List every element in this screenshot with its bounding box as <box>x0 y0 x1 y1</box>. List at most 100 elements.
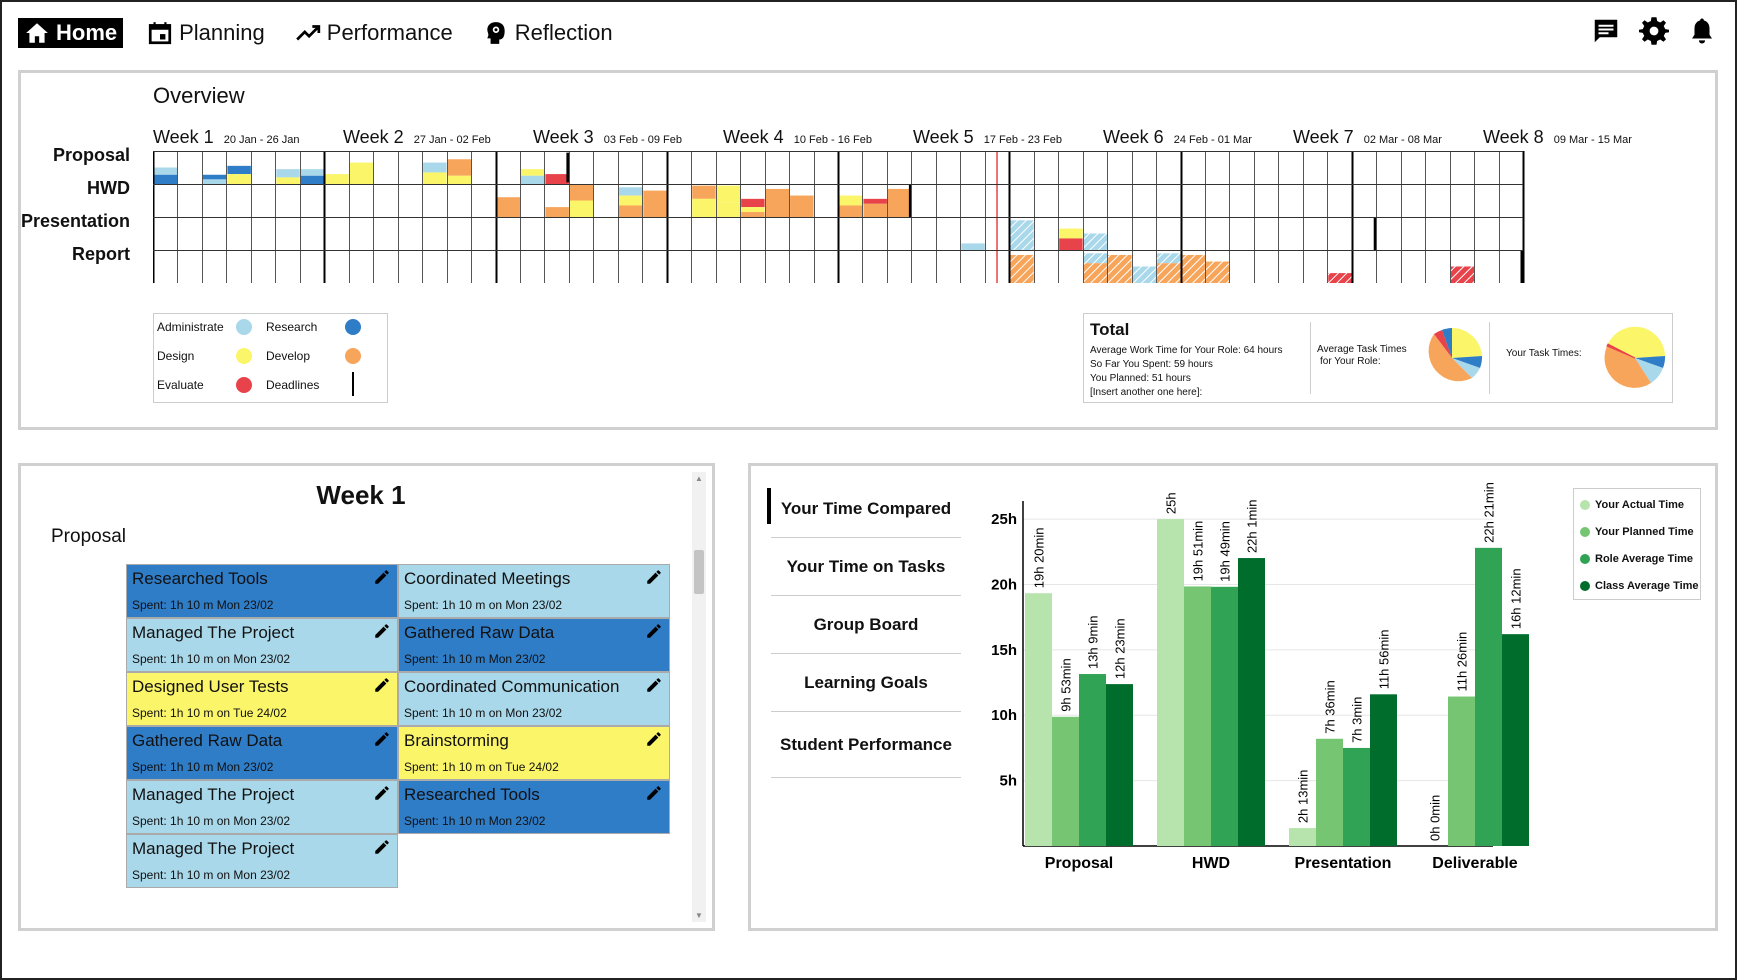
gantt-activity-block[interactable] <box>1450 266 1475 284</box>
gantt-activity-block[interactable] <box>1010 254 1034 283</box>
task-card[interactable]: Brainstorming Spent: 1h 10 m on Tue 24/02 <box>398 726 670 780</box>
gantt-activity-block[interactable] <box>692 198 716 217</box>
gantt-activity-block[interactable] <box>618 205 643 217</box>
menu-student-performance[interactable]: Student Performance <box>771 712 961 778</box>
gantt-activity-block[interactable] <box>839 205 863 217</box>
gantt-activity-block[interactable] <box>716 202 741 217</box>
gantt-activity-block[interactable] <box>276 169 300 178</box>
task-card[interactable]: Managed The Project Spent: 1h 10 m on Mon… <box>126 618 398 672</box>
gear-icon[interactable] <box>1639 16 1669 46</box>
gantt-activity-block[interactable] <box>716 185 741 203</box>
gantt-activity-block[interactable] <box>839 195 863 206</box>
gantt-activity-block[interactable] <box>447 175 472 184</box>
nav-reflection[interactable]: Reflection <box>477 18 619 48</box>
bar[interactable] <box>1370 694 1397 846</box>
gantt-activity-block[interactable] <box>1132 266 1157 284</box>
bar[interactable] <box>1157 519 1184 846</box>
gantt-activity-block[interactable] <box>423 162 447 173</box>
bell-icon[interactable] <box>1687 16 1717 46</box>
gantt-activity-block[interactable] <box>569 200 594 218</box>
gantt-activity-block[interactable] <box>765 188 790 217</box>
menu-group-board[interactable]: Group Board <box>771 596 961 654</box>
gantt-activity-block[interactable] <box>202 179 227 184</box>
bar[interactable] <box>1106 684 1133 846</box>
bar[interactable] <box>1316 738 1343 846</box>
gantt-activity-block[interactable] <box>545 207 569 217</box>
edit-pencil-icon[interactable] <box>645 730 663 748</box>
bar[interactable] <box>1343 747 1370 846</box>
gantt-activity-block[interactable] <box>447 159 472 176</box>
gantt-activity-block[interactable] <box>325 174 349 184</box>
gantt-activity-block[interactable] <box>154 174 178 184</box>
gantt-activity-block[interactable] <box>741 198 765 208</box>
gantt-activity-block[interactable] <box>741 207 765 213</box>
edit-pencil-icon[interactable] <box>373 730 391 748</box>
bar[interactable] <box>1475 547 1502 846</box>
gantt-activity-block[interactable] <box>1108 254 1132 283</box>
task-card[interactable]: Gathered Raw Data Spent: 1h 10 m Mon 23/0… <box>126 726 398 780</box>
gantt-activity-block[interactable] <box>300 175 325 184</box>
gantt-activity-block[interactable] <box>961 243 985 250</box>
bar[interactable] <box>1079 674 1106 846</box>
bar[interactable] <box>1238 558 1265 846</box>
bar[interactable] <box>1025 593 1052 846</box>
menu-your-time-compared[interactable]: Your Time Compared <box>767 480 961 538</box>
gantt-activity-block[interactable] <box>227 165 251 175</box>
nav-planning[interactable]: Planning <box>141 18 271 48</box>
task-card[interactable]: Managed The Project Spent: 1h 10 m on Mon… <box>126 834 398 888</box>
gantt-activity-block[interactable] <box>154 167 178 175</box>
gantt-activity-block[interactable] <box>423 172 447 184</box>
gantt-activity-block[interactable] <box>863 198 887 204</box>
gantt-activity-block[interactable] <box>1157 263 1181 283</box>
gantt-activity-block[interactable] <box>1083 263 1108 283</box>
gantt-activity-block[interactable] <box>545 174 569 184</box>
gantt-activity-block[interactable] <box>300 169 325 176</box>
edit-pencil-icon[interactable] <box>373 838 391 856</box>
bar[interactable] <box>1184 586 1211 846</box>
edit-pencil-icon[interactable] <box>373 676 391 694</box>
bar[interactable] <box>1211 586 1238 846</box>
task-card[interactable]: Researched Tools Spent: 1h 10 m Mon 23/02 <box>398 780 670 834</box>
task-card[interactable]: Managed The Project Spent: 1h 10 m on Mon… <box>126 780 398 834</box>
gantt-activity-block[interactable] <box>1010 220 1034 250</box>
gantt-activity-block[interactable] <box>692 185 716 199</box>
gantt-activity-block[interactable] <box>227 174 251 184</box>
gantt-activity-block[interactable] <box>741 212 765 217</box>
chat-icon[interactable] <box>1591 16 1621 46</box>
bar[interactable] <box>1448 696 1475 846</box>
gantt-activity-block[interactable] <box>276 177 300 184</box>
scroll-up-icon[interactable]: ▲ <box>695 474 703 483</box>
edit-pencil-icon[interactable] <box>645 568 663 586</box>
edit-pencil-icon[interactable] <box>645 676 663 694</box>
scroll-down-icon[interactable]: ▼ <box>695 911 703 920</box>
menu-learning-goals[interactable]: Learning Goals <box>771 654 961 712</box>
gantt-activity-block[interactable] <box>1157 253 1181 264</box>
bar[interactable] <box>1289 828 1316 846</box>
menu-your-time-on-tasks[interactable]: Your Time on Tasks <box>771 538 961 596</box>
bar[interactable] <box>1052 716 1079 846</box>
task-card[interactable]: Coordinated Communication Spent: 1h 10 m … <box>398 672 670 726</box>
edit-pencil-icon[interactable] <box>645 784 663 802</box>
gantt-activity-block[interactable] <box>1059 228 1083 239</box>
gantt-activity-block[interactable] <box>520 175 545 184</box>
task-card[interactable]: Coordinated Meetings Spent: 1h 10 m on Mo… <box>398 564 670 618</box>
edit-pencil-icon[interactable] <box>645 622 663 640</box>
task-card[interactable]: Researched Tools Spent: 1h 10 m Mon 23/02 <box>126 564 398 618</box>
gantt-activity-block[interactable] <box>618 187 643 196</box>
edit-pencil-icon[interactable] <box>373 622 391 640</box>
gantt-activity-block[interactable] <box>618 195 643 206</box>
gantt-activity-block[interactable] <box>887 188 912 217</box>
gantt-activity-block[interactable] <box>1059 238 1083 250</box>
edit-pencil-icon[interactable] <box>373 568 391 586</box>
nav-performance[interactable]: Performance <box>289 18 459 48</box>
gantt-activity-block[interactable] <box>1181 254 1205 283</box>
gantt-activity-block[interactable] <box>520 169 545 176</box>
gantt-activity-block[interactable] <box>349 162 374 184</box>
gantt-activity-block[interactable] <box>1328 273 1352 283</box>
task-card[interactable]: Designed User Tests Spent: 1h 10 m on Tue… <box>126 672 398 726</box>
scrollbar[interactable]: ▲ ▼ <box>692 472 706 922</box>
gantt-activity-block[interactable] <box>569 184 594 201</box>
gantt-activity-block[interactable] <box>1083 253 1108 264</box>
gantt-activity-block[interactable] <box>496 197 520 217</box>
gantt-activity-block[interactable] <box>1205 261 1230 283</box>
